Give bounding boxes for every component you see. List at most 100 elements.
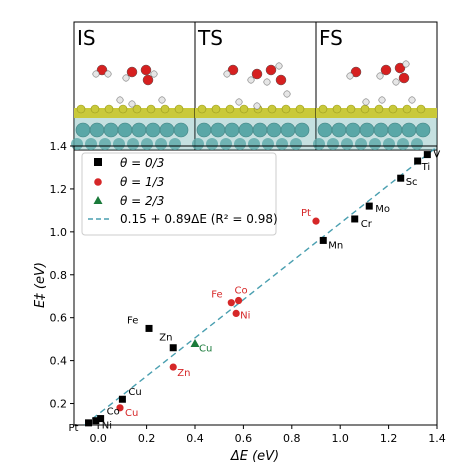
slab-metal-atom — [145, 122, 161, 138]
point-label-co-s1: Co — [235, 286, 248, 297]
y-tick-label: 0.4 — [50, 355, 68, 368]
point-label-cr-s0: Cr — [361, 219, 373, 230]
slab-top-atom — [174, 104, 184, 114]
slab-metal-atom — [411, 138, 423, 150]
point-label-zn-s0: Zn — [159, 333, 172, 344]
hydrogen-atom — [122, 74, 130, 82]
hydrogen-atom — [253, 102, 261, 110]
y-tick-label: 0.6 — [50, 312, 68, 325]
point-ni-s0 — [92, 417, 100, 425]
hydrogen-atom — [116, 96, 124, 104]
slab-metal-atom — [313, 138, 325, 150]
panel-is: IS — [71, 21, 196, 151]
point-cr-s0 — [351, 215, 359, 223]
slab-top-atom — [160, 104, 170, 114]
hydrogen-atom — [92, 70, 100, 78]
legend-box — [81, 152, 277, 236]
slab-top-atom — [90, 104, 100, 114]
slab-metal-atom — [345, 122, 361, 138]
y-tick-label: 1.2 — [50, 183, 68, 196]
y-axis-ticks: 0.2 0.4 0.6 0.8 1.0 1.2 1.4 — [50, 140, 74, 411]
point-label-mn-s0: Mn — [328, 240, 343, 251]
hydrogen-atom — [408, 96, 416, 104]
oxygen-atom — [380, 64, 392, 76]
slab-metal-atom — [113, 138, 125, 150]
oxygen-atom — [394, 62, 406, 74]
point-label-fe-s0: Fe — [127, 315, 138, 326]
structure-panels: IS TS FS — [71, 21, 438, 151]
panel-is-molecules — [92, 64, 166, 108]
slab-metal-atom — [294, 122, 310, 138]
plot-frame — [73, 145, 438, 426]
slab-metal-atom — [169, 138, 181, 150]
point-zn-s1 — [169, 363, 177, 371]
slab-top-atom — [295, 104, 305, 114]
slab-metal-atom — [117, 122, 133, 138]
slab-metal-atom — [89, 122, 105, 138]
x-tick-label: 0.8 — [283, 432, 301, 445]
point-cu-s1 — [116, 404, 124, 412]
hydrogen-atom — [263, 78, 271, 86]
slab-metal-atom — [369, 138, 381, 150]
panel-fs-label: FS — [319, 26, 343, 50]
slab-metal-atom — [276, 138, 288, 150]
x-tick-label: 0.6 — [235, 432, 253, 445]
point-label-mo-s0: Mo — [375, 204, 390, 215]
y-axis-label: E‡ (eV) — [33, 262, 48, 308]
slab-top-atom — [146, 104, 156, 114]
point-cu-s0 — [118, 395, 126, 403]
slab-metal-atom — [387, 122, 403, 138]
slab-top-atom — [360, 104, 370, 114]
slab-metal-atom — [290, 138, 302, 150]
slab-metal-atom — [415, 122, 431, 138]
y-tick-label: 0.8 — [50, 269, 68, 282]
oxygen-atom — [142, 74, 154, 86]
point-co-s0 — [97, 415, 105, 423]
legend-marker-triangle — [93, 196, 103, 204]
x-tick-label: 0.0 — [89, 432, 107, 445]
slab-metal-atom — [397, 138, 409, 150]
point-label-ni-s1: Ni — [240, 310, 250, 321]
slab-metal-atom — [127, 138, 139, 150]
legend-entry-fit: 0.15 + 0.89ΔE (R² = 0.98) — [120, 212, 278, 226]
point-label-fe-s1: Fe — [211, 290, 222, 301]
panel-is-slab — [71, 104, 195, 150]
slab-top-atom — [416, 104, 426, 114]
slab-top-atom — [346, 104, 356, 114]
slab-top-layer — [195, 108, 316, 118]
slab-metal-atom — [359, 122, 375, 138]
point-fe-s1 — [227, 299, 235, 307]
point-v-s0 — [423, 151, 431, 159]
slab-metal-atom — [224, 122, 240, 138]
slab-metal-atom — [238, 122, 254, 138]
slab-top-layer — [316, 108, 437, 118]
legend-entry-0: θ = 0/3 — [120, 156, 164, 170]
slab-top-atom — [402, 104, 412, 114]
panel-fs-slab — [313, 104, 437, 150]
x-tick-label: 1.0 — [331, 432, 349, 445]
hydrogen-atom — [392, 78, 400, 86]
point-ni-s1 — [232, 309, 240, 317]
point-sc-s0 — [397, 174, 405, 182]
slab-top-atom — [225, 104, 235, 114]
x-tick-label: 0.2 — [138, 432, 156, 445]
hydrogen-atom — [275, 62, 283, 70]
slab-top-atom — [239, 104, 249, 114]
point-mo-s0 — [365, 202, 373, 210]
slab-metal-atom — [141, 138, 153, 150]
point-label-co-s0: Co — [107, 407, 120, 418]
y-tick-label: 1.0 — [50, 226, 68, 239]
slab-metal-atom — [355, 138, 367, 150]
y-tick-label: 1.4 — [50, 140, 68, 153]
slab-top-atom — [332, 104, 342, 114]
slab-metal-atom — [192, 138, 204, 150]
point-label-ni-s0: Ni — [102, 421, 112, 432]
slab-metal-atom — [248, 138, 260, 150]
oxygen-atom — [96, 64, 108, 76]
point-fe-s0 — [145, 324, 153, 332]
slab-top-atom — [374, 104, 384, 114]
slab-metal-atom — [234, 138, 246, 150]
point-pt-s1 — [312, 217, 320, 225]
hydrogen-atom — [104, 70, 112, 78]
